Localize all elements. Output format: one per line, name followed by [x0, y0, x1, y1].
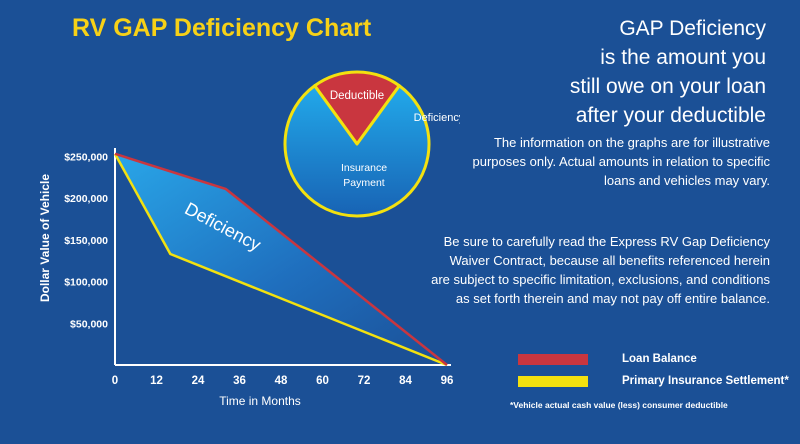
contract-note-text: Be sure to carefully read the Express RV…	[431, 234, 770, 306]
x-tick-label: 0	[112, 375, 118, 387]
headline-line-2: is the amount you	[600, 46, 766, 69]
y-tick-label: $200,000	[64, 193, 108, 205]
x-axis-label: Time in Months	[219, 394, 301, 408]
x-tick-label: 24	[192, 375, 205, 387]
x-tick-label: 72	[358, 375, 371, 387]
y-tick-label: $250,000	[64, 151, 108, 163]
x-tick-label: 12	[150, 375, 163, 387]
legend-loan-balance: Loan Balance	[518, 352, 697, 366]
y-tick-label: $100,000	[64, 277, 108, 289]
legend-label-settlement: Primary Insurance Settlement*	[622, 375, 789, 387]
x-tick-label: 36	[233, 375, 246, 387]
series-line-loan-balance	[114, 152, 448, 366]
y-tick-label: $50,000	[70, 318, 108, 330]
chart-title: RV GAP Deficiency Chart	[72, 14, 372, 42]
gap-definition: GAP Deficiency is the amount you still o…	[436, 14, 766, 130]
legend-label-loan: Loan Balance	[622, 353, 697, 365]
x-tick-label: 96	[441, 375, 454, 387]
legend-swatch-settlement	[518, 375, 588, 387]
x-tick-label: 84	[399, 375, 412, 387]
footnote: *Vehicle actual cash value (less) consum…	[510, 400, 728, 410]
deficiency-area	[115, 153, 447, 365]
disclaimer-text: The information on the graphs are for il…	[472, 135, 770, 188]
headline-line-3: still owe on your loan	[569, 75, 766, 98]
y-tick-label: $150,000	[64, 235, 108, 247]
headline-line-1: GAP Deficiency	[619, 17, 766, 40]
x-tick-label: 48	[275, 375, 288, 387]
legend-insurance-settlement: Primary Insurance Settlement*	[518, 374, 789, 388]
headline-line-4: after your deductible	[575, 104, 766, 127]
legend-swatch-loan	[518, 353, 588, 365]
series-line-primary-insurance-settlement	[113, 153, 448, 367]
y-axis-label: Dollar Value of Vehicle	[38, 174, 52, 302]
deficiency-line-chart: 0 12 24 36 48 60 72 84 96 $50,000 $100,000 $150,000…	[38, 148, 454, 408]
x-tick-label: 60	[316, 375, 329, 387]
